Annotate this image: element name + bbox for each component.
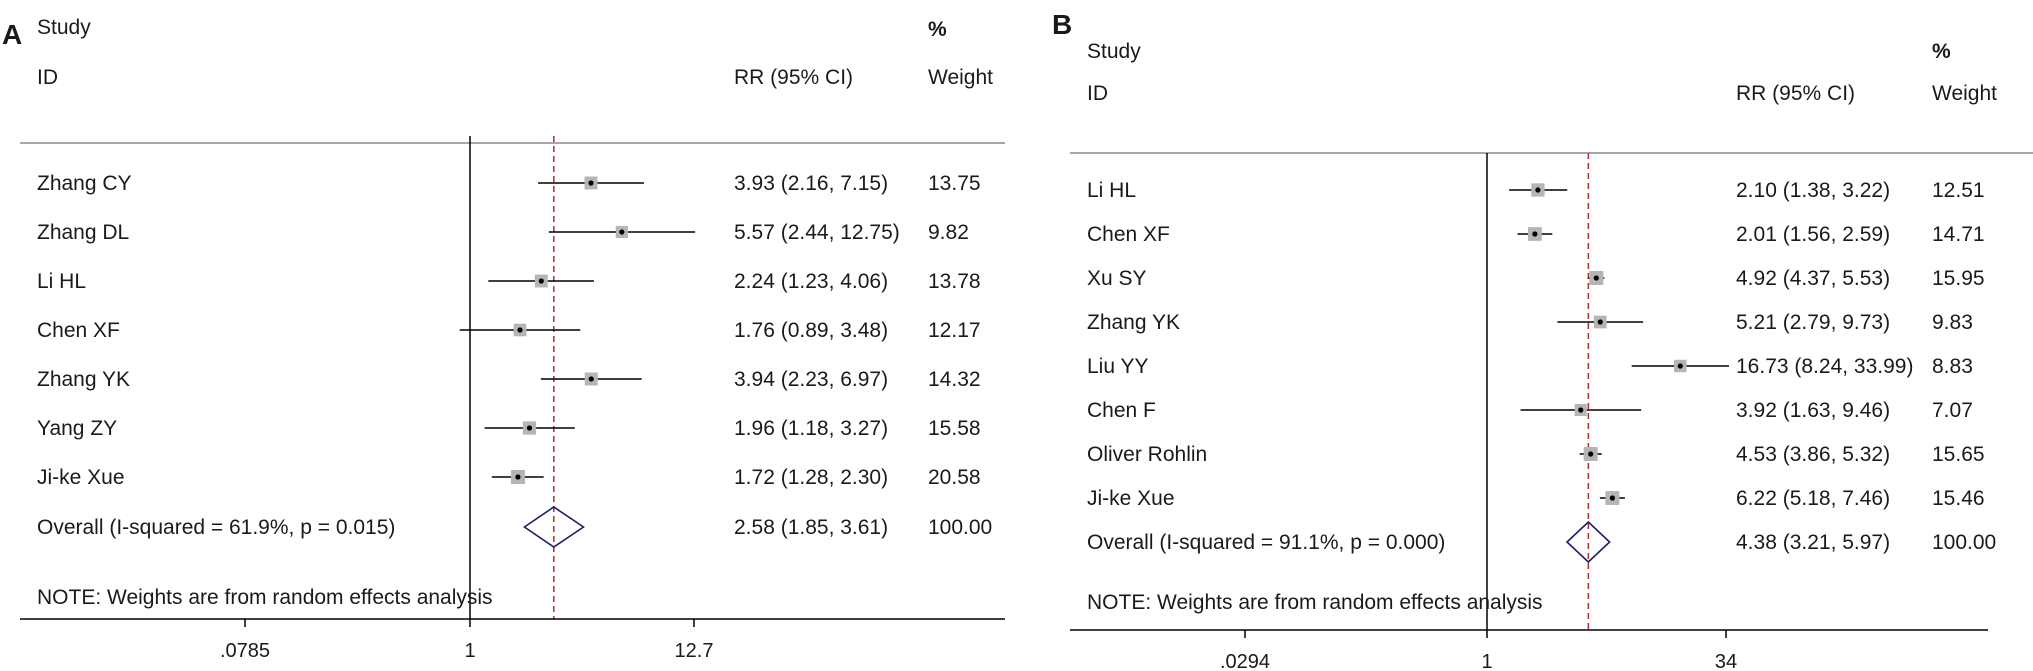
point-estimate [588,180,594,186]
header-effect: RR (95% CI) [1736,82,1855,105]
ci-text: 16.73 (8.24, 33.99) [1736,355,1913,378]
weight-text: 15.46 [1932,487,1985,510]
study-label: Li HL [1087,179,1136,202]
study-label: Chen XF [1087,223,1170,246]
overall-label: Overall (I-squared = 91.1%, p = 0.000) [1087,531,1445,554]
ci-text: 2.01 (1.56, 2.59) [1736,223,1890,246]
weight-text: 12.17 [928,319,981,342]
header-id: ID [37,66,58,89]
point-estimate [526,425,533,431]
ci-text: 2.10 (1.38, 3.22) [1736,179,1890,202]
weight-text: 20.58 [928,466,981,489]
ci-text: 4.92 (4.37, 5.53) [1736,267,1890,290]
point-estimate [1578,407,1584,413]
ci-text: 1.96 (1.18, 3.27) [734,417,888,440]
study-label: Xu SY [1087,267,1147,290]
study-label: Zhang YK [37,368,130,391]
header-weight-pct: % [928,18,947,41]
overall-weight-text: 100.00 [928,516,992,539]
ci-text: 5.57 (2.44, 12.75) [734,221,900,244]
overall-weight-text: 100.00 [1932,531,1996,554]
weight-text: 12.51 [1932,179,1985,202]
weight-text: 15.95 [1932,267,1985,290]
weight-text: 15.58 [928,417,981,440]
ci-text: 6.22 (5.18, 7.46) [1736,487,1890,510]
overall-ci-text: 2.58 (1.85, 3.61) [734,516,888,539]
header-study: Study [1087,40,1141,63]
study-label: Liu YY [1087,355,1149,378]
ci-text: 5.21 (2.79, 9.73) [1736,311,1890,334]
study-label: Ji-ke Xue [1087,487,1175,510]
ci-text: 3.93 (2.16, 7.15) [734,172,888,195]
weight-text: 7.07 [1932,399,1973,422]
x-tick-label: 12.7 [675,640,714,662]
overall-label: Overall (I-squared = 61.9%, p = 0.015) [37,516,395,539]
point-estimate [1677,363,1683,369]
point-estimate [619,229,625,235]
study-label: Yang ZY [37,417,117,440]
point-estimate [538,278,544,284]
weight-text: 13.75 [928,172,981,195]
point-estimate [1593,275,1599,281]
ci-text: 1.72 (1.28, 2.30) [734,466,888,489]
point-estimate [1588,451,1594,457]
header-effect: RR (95% CI) [734,66,853,89]
panel-letter: B [1052,9,1072,40]
ci-text: 4.53 (3.86, 5.32) [1736,443,1890,466]
panel-letter: A [2,19,22,50]
point-estimate [1609,495,1616,501]
study-label: Oliver Rohlin [1087,443,1207,466]
forest-panel-a: A Study ID RR (95% CI)% Weight .0785 1 12.7 Zhan… [2,16,1005,662]
study-label: Ji-ke Xue [37,466,125,489]
overall-diamond [522,506,585,548]
point-estimate [1597,319,1603,325]
weight-text: 13.78 [928,270,981,293]
study-label: Zhang DL [37,221,129,244]
x-tick-label: 1 [1481,651,1492,671]
overall-diamond [1565,520,1611,564]
weight-text: 14.71 [1932,223,1985,246]
ci-text: 2.24 (1.23, 4.06) [734,270,888,293]
x-tick-label: .0294 [1220,651,1270,671]
header-weight: Weight [1932,82,1997,105]
x-tick-label: 34 [1715,651,1737,671]
ci-text: 3.94 (2.23, 6.97) [734,368,888,391]
weight-text: 15.65 [1932,443,1985,466]
point-estimate [1535,187,1541,193]
weight-text: 8.83 [1932,355,1973,378]
x-tick-label: 1 [464,640,475,662]
study-label: Zhang CY [37,172,132,195]
header-weight: Weight [928,66,993,89]
point-estimate [1532,231,1538,237]
weight-text: 9.83 [1932,311,1973,334]
note-text: NOTE: Weights are from random effects an… [1087,591,1543,614]
study-label: Chen F [1087,399,1156,422]
study-label: Chen XF [37,319,120,342]
note-text: NOTE: Weights are from random effects an… [37,586,493,609]
ci-text: 3.92 (1.63, 9.46) [1736,399,1890,422]
study-label: Li HL [37,270,86,293]
weight-text: 14.32 [928,368,981,391]
ci-text: 1.76 (0.89, 3.48) [734,319,888,342]
header-study: Study [37,16,91,39]
overall-ci-text: 4.38 (3.21, 5.97) [1736,531,1890,554]
forest-panel-b: B Study ID RR (95% CI)% Weight .0294 1 34 Li HL 2… [1052,9,2033,671]
header-id: ID [1087,82,1108,105]
weight-text: 9.82 [928,221,969,244]
x-tick-label: .0785 [220,640,270,662]
point-estimate [515,474,521,480]
point-estimate [517,327,523,333]
point-estimate [588,376,594,382]
study-label: Zhang YK [1087,311,1180,334]
header-weight-pct: % [1932,40,1951,63]
